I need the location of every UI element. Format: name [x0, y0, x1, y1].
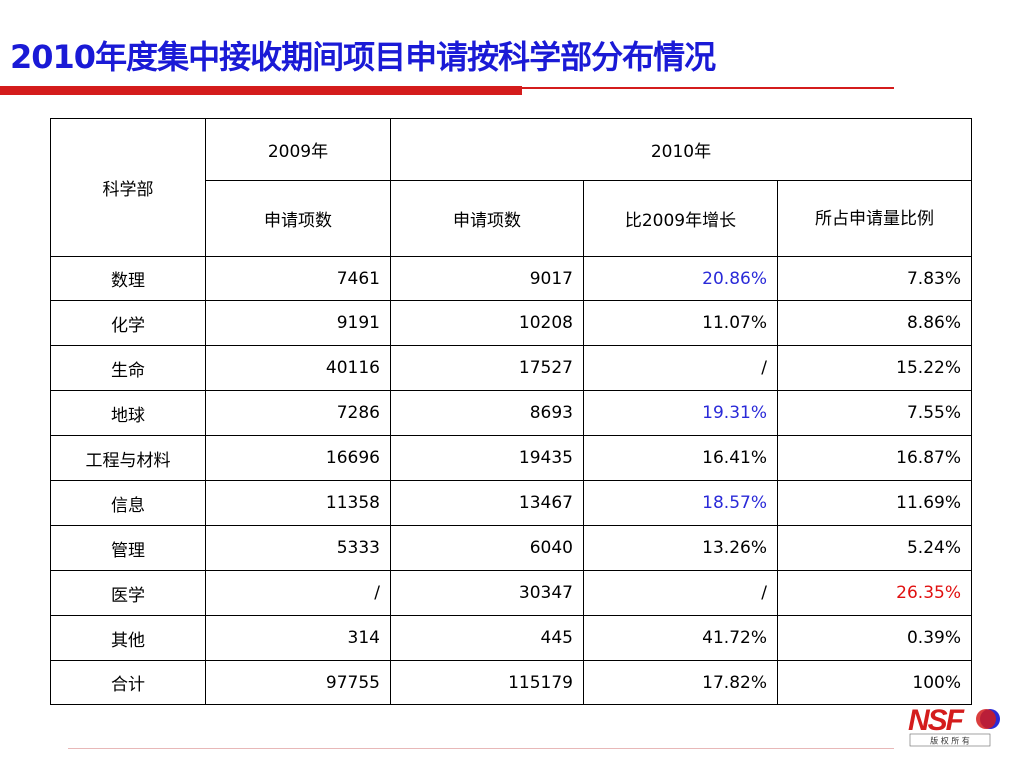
header-department: 科学部	[50, 118, 206, 257]
table-row: 管理 5333 6040 13.26% 5.24%	[50, 525, 972, 571]
page-title: 2010年度集中接收期间项目申请按科学部分布情况	[10, 38, 716, 76]
cell-apps-2010: 17527	[390, 345, 584, 391]
cell-ratio: 16.87%	[777, 435, 972, 481]
cell-growth: /	[583, 570, 778, 616]
subheader-ratio-label: 所占申请量比例	[815, 208, 934, 229]
table-row: 其他 314 445 41.72% 0.39%	[50, 615, 972, 661]
cell-apps-2010: 115179	[390, 660, 584, 705]
cell-ratio: 5.24%	[777, 525, 972, 571]
table-row-total: 合计 97755 115179 17.82% 100%	[50, 660, 972, 705]
cell-ratio: 15.22%	[777, 345, 972, 391]
cell-apps-2010: 8693	[390, 390, 584, 436]
cell-department: 合计	[50, 660, 206, 705]
cell-growth: 13.26%	[583, 525, 778, 571]
cell-apps-2010: 9017	[390, 256, 584, 301]
cell-ratio: 0.39%	[777, 615, 972, 661]
table-row: 医学 / 30347 / 26.35%	[50, 570, 972, 616]
cell-department: 其他	[50, 615, 206, 661]
cell-apps-2009: 11358	[205, 480, 391, 526]
svg-text:版 权 所 有: 版 权 所 有	[930, 736, 970, 746]
cell-department: 地球	[50, 390, 206, 436]
cell-apps-2009: 16696	[205, 435, 391, 481]
subheader-applications-2010: 申请项数	[390, 180, 584, 257]
table-row: 数理 7461 9017 20.86% 7.83%	[50, 256, 972, 301]
cell-apps-2010: 10208	[390, 300, 584, 346]
cell-apps-2010: 13467	[390, 480, 584, 526]
cell-growth: 20.86%	[583, 256, 778, 301]
cell-growth: 16.41%	[583, 435, 778, 481]
header-year-2010: 2010年	[390, 118, 972, 181]
cell-ratio: 26.35%	[777, 570, 972, 616]
cell-apps-2009: 9191	[205, 300, 391, 346]
header-year-2009: 2009年	[205, 118, 391, 181]
footer-divider	[68, 748, 894, 749]
cell-apps-2010: 445	[390, 615, 584, 661]
cell-growth: 41.72%	[583, 615, 778, 661]
table-row: 信息 11358 13467 18.57% 11.69%	[50, 480, 972, 526]
svg-text:NSF: NSF	[908, 704, 965, 737]
subheader-growth: 比2009年增长	[583, 180, 778, 257]
cell-department: 数理	[50, 256, 206, 301]
subheader-ratio: 所占申请量比例	[777, 180, 972, 257]
cell-apps-2010: 30347	[390, 570, 584, 616]
cell-apps-2009: 314	[205, 615, 391, 661]
table-row: 化学 9191 10208 11.07% 8.86%	[50, 300, 972, 346]
cell-department: 工程与材料	[50, 435, 206, 481]
nsfc-logo-mark: NSF 版 权 所 有	[908, 704, 1000, 747]
cell-department: 化学	[50, 300, 206, 346]
cell-apps-2009: 97755	[205, 660, 391, 705]
cell-ratio: 7.83%	[777, 256, 972, 301]
nsfc-logo: NSF 版 权 所 有	[906, 700, 1002, 748]
cell-growth: 17.82%	[583, 660, 778, 705]
title-underline-thick	[0, 86, 522, 95]
cell-ratio: 100%	[777, 660, 972, 705]
cell-ratio: 7.55%	[777, 390, 972, 436]
table-row: 地球 7286 8693 19.31% 7.55%	[50, 390, 972, 436]
cell-growth: 18.57%	[583, 480, 778, 526]
cell-department: 医学	[50, 570, 206, 616]
cell-department: 生命	[50, 345, 206, 391]
title-underline-thin	[522, 87, 894, 89]
cell-apps-2009: 7461	[205, 256, 391, 301]
subheader-applications-2009: 申请项数	[205, 180, 391, 257]
cell-ratio: 8.86%	[777, 300, 972, 346]
cell-growth: /	[583, 345, 778, 391]
cell-apps-2009: 5333	[205, 525, 391, 571]
cell-growth: 11.07%	[583, 300, 778, 346]
cell-ratio: 11.69%	[777, 480, 972, 526]
table-row: 工程与材料 16696 19435 16.41% 16.87%	[50, 435, 972, 481]
cell-apps-2010: 19435	[390, 435, 584, 481]
cell-apps-2009: 40116	[205, 345, 391, 391]
cell-apps-2009: /	[205, 570, 391, 616]
cell-growth: 19.31%	[583, 390, 778, 436]
cell-apps-2010: 6040	[390, 525, 584, 571]
cell-apps-2009: 7286	[205, 390, 391, 436]
table-row: 生命 40116 17527 / 15.22%	[50, 345, 972, 391]
cell-department: 信息	[50, 480, 206, 526]
applications-table: 科学部 2009年 2010年 申请项数 申请项数 比2009年增长 所占申请量…	[50, 118, 972, 705]
cell-department: 管理	[50, 525, 206, 571]
